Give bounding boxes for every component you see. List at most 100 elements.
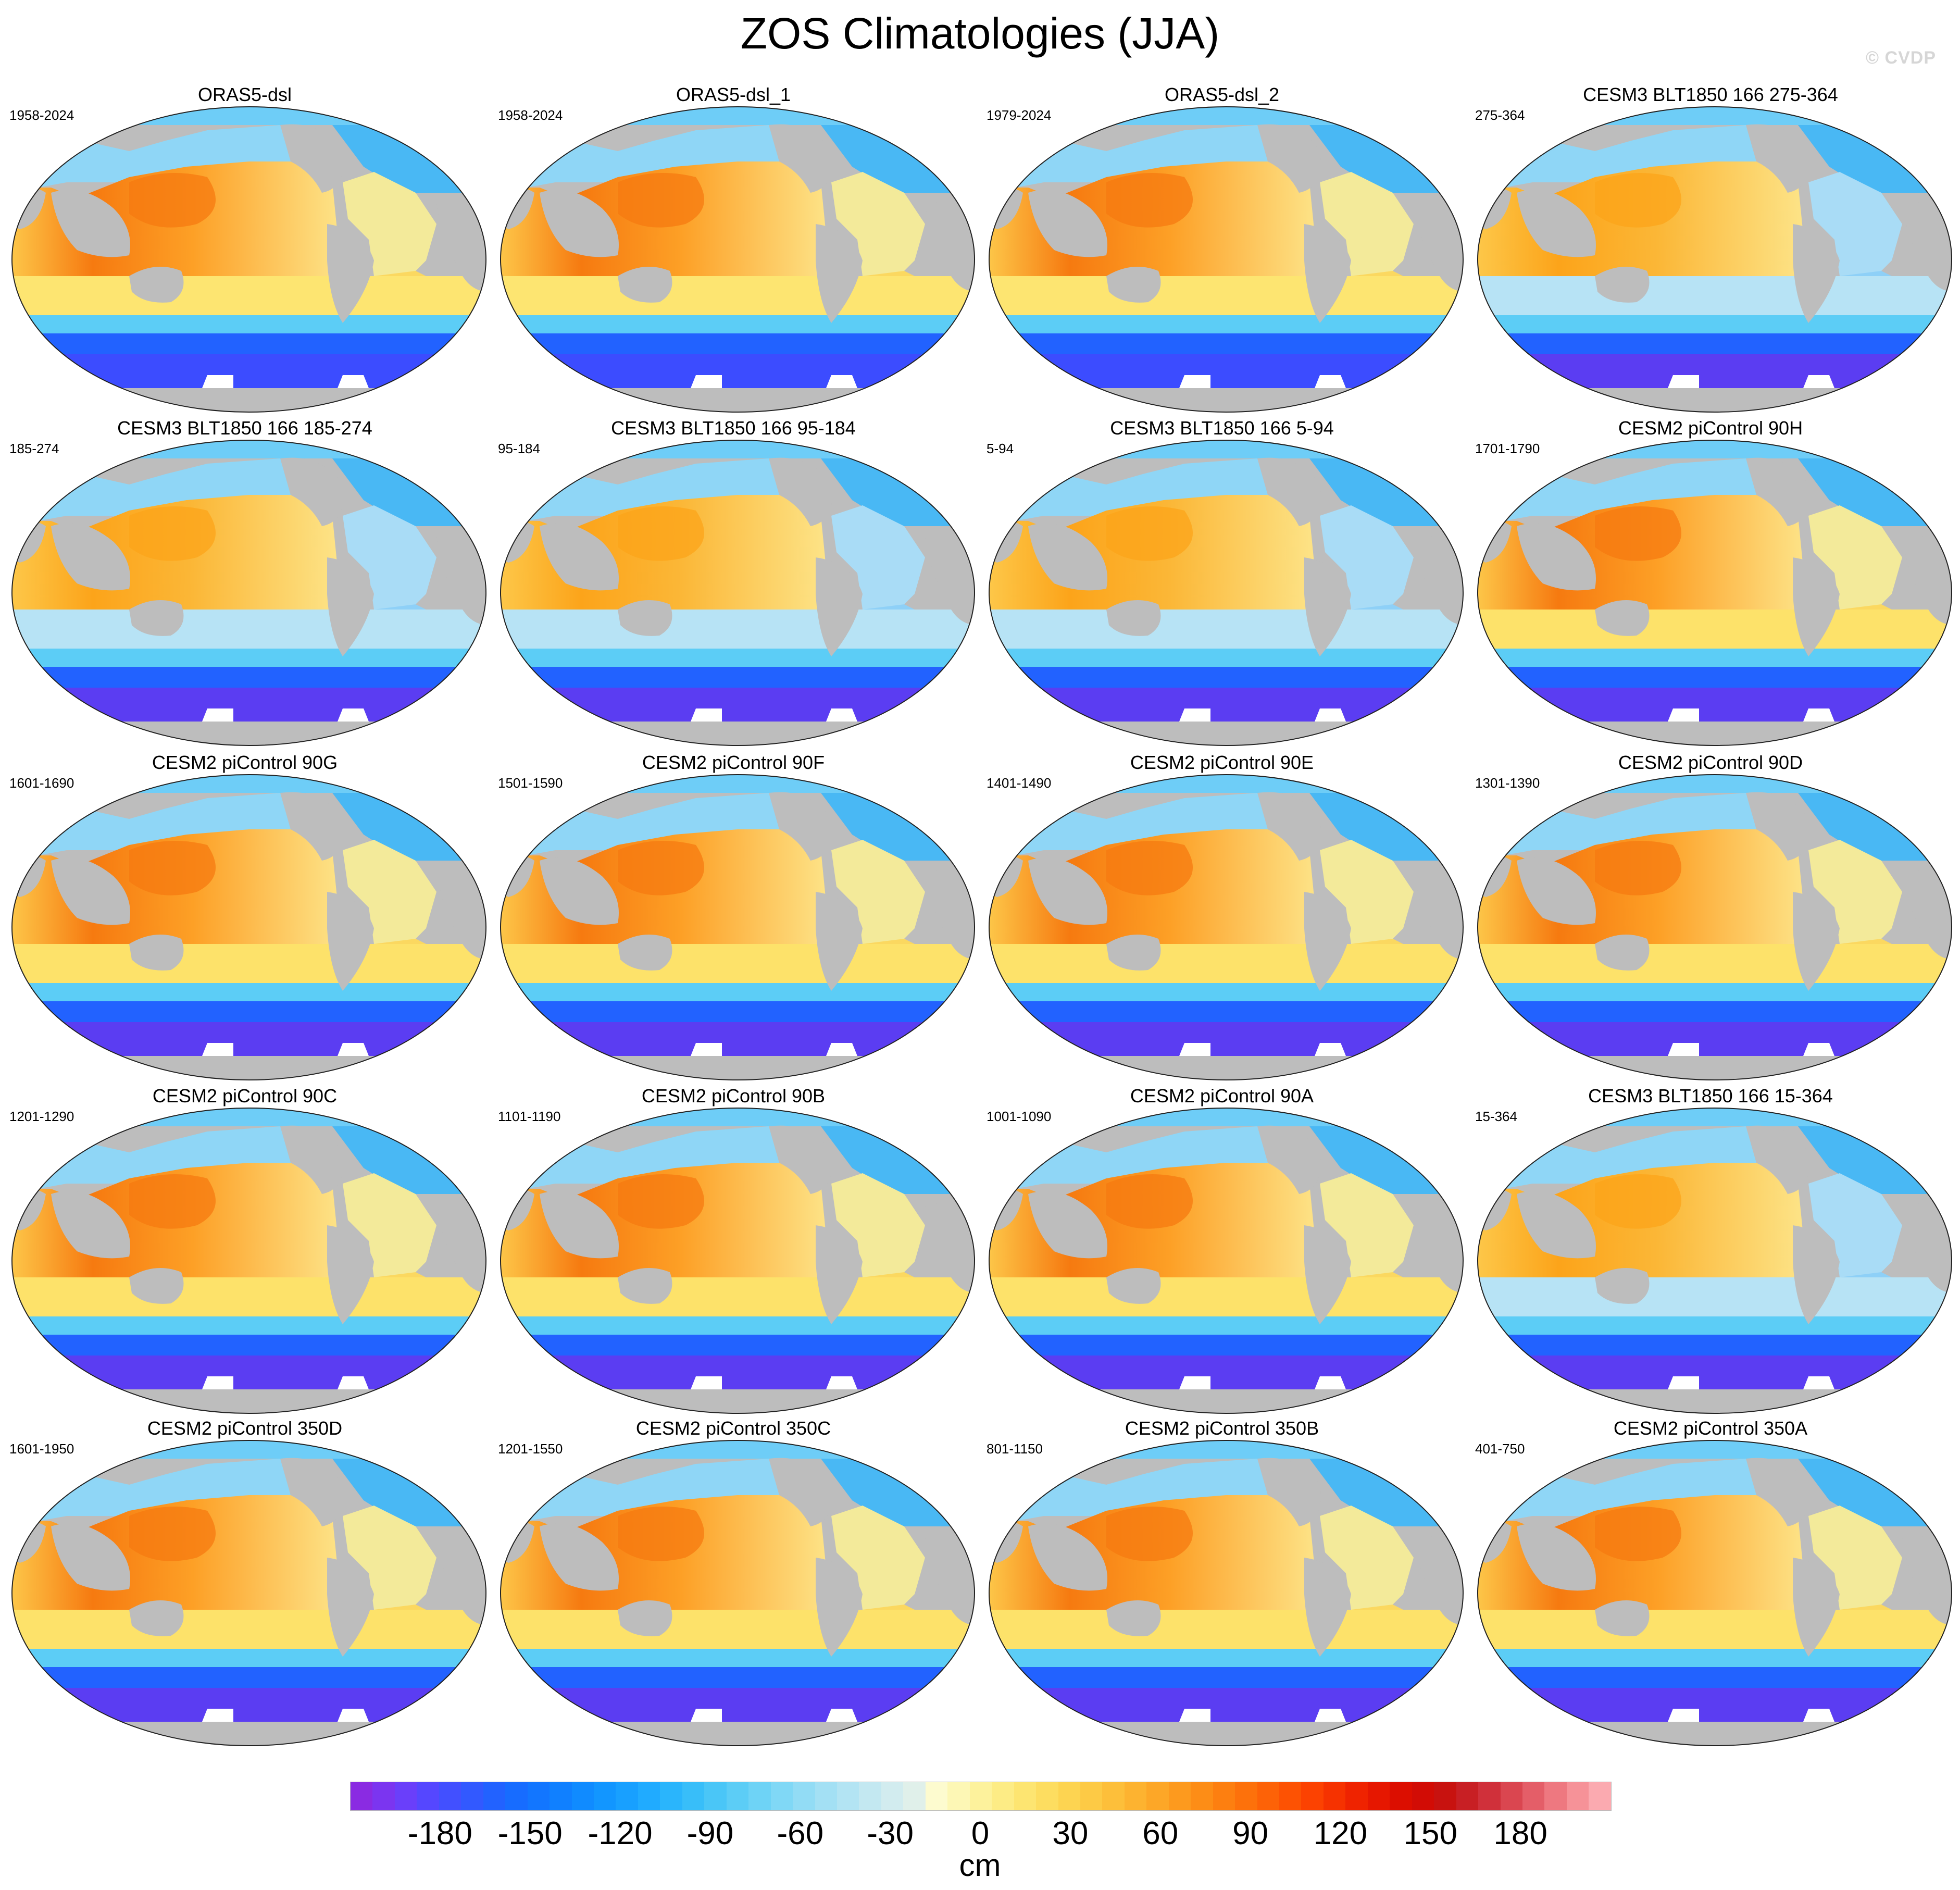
panel-period: 1401-1490 bbox=[987, 775, 1052, 791]
south-america-landmass bbox=[816, 892, 863, 991]
panel-period: 801-1150 bbox=[987, 1441, 1043, 1457]
kuroshio-high bbox=[129, 173, 216, 228]
zos-map bbox=[500, 440, 975, 746]
north-america-landmass bbox=[280, 1125, 344, 1194]
weddell-ice-shelf bbox=[1315, 708, 1346, 722]
map-border bbox=[989, 106, 1464, 413]
panel-period: 1001-1090 bbox=[987, 1109, 1052, 1124]
kuroshio-high bbox=[1106, 173, 1193, 228]
arctic-ocean bbox=[592, 107, 975, 125]
map-border bbox=[1477, 106, 1952, 413]
australia-landmass bbox=[618, 935, 672, 971]
cvdp-watermark: © CVDP bbox=[1866, 48, 1936, 68]
antarctic-margin bbox=[989, 1022, 1463, 1059]
panel-title: CESM3 BLT1850 166 275-364 bbox=[1583, 84, 1838, 105]
southern-ocean-front bbox=[989, 1316, 1463, 1337]
colorbar-segment bbox=[1323, 1782, 1346, 1810]
southern-ocean bbox=[12, 1001, 486, 1025]
colorbar-segment bbox=[1544, 1782, 1567, 1810]
colorbar-segment bbox=[1036, 1782, 1058, 1810]
southern-ocean-front bbox=[12, 983, 486, 1004]
south-america-landmass bbox=[1793, 892, 1840, 991]
ross-ice-shelf bbox=[1179, 1709, 1210, 1722]
north-america-landmass bbox=[1257, 1458, 1321, 1526]
southern-midlatitudes bbox=[989, 276, 1463, 318]
panel-period: 1201-1550 bbox=[498, 1441, 563, 1457]
panel-period: 15-364 bbox=[1475, 1109, 1517, 1124]
australia-landmass bbox=[1106, 267, 1161, 303]
antarctica-landmass bbox=[501, 1056, 975, 1080]
southern-ocean-front bbox=[989, 983, 1463, 1004]
colorbar-segment bbox=[1589, 1782, 1611, 1810]
colorbar-tick-label: -150 bbox=[497, 1816, 563, 1851]
panel-title: CESM2 piControl 90H bbox=[1618, 417, 1803, 439]
southern-ocean bbox=[501, 333, 975, 357]
colorbar-segment bbox=[593, 1782, 616, 1810]
southern-midlatitudes bbox=[501, 1610, 975, 1651]
atlantic-ocean bbox=[1808, 1506, 1902, 1615]
colorbar-segment bbox=[793, 1782, 815, 1810]
weddell-ice-shelf bbox=[338, 1043, 369, 1056]
weddell-ice-shelf bbox=[1315, 1376, 1346, 1389]
arctic-ocean bbox=[1080, 775, 1463, 793]
antarctic-margin bbox=[501, 1022, 975, 1059]
southern-ocean-front bbox=[1478, 1649, 1952, 1670]
north-america-landmass bbox=[1746, 792, 1809, 861]
weddell-ice-shelf bbox=[1803, 1376, 1834, 1389]
map-border bbox=[1477, 1440, 1952, 1746]
antarctica-landmass bbox=[1478, 1056, 1952, 1080]
zos-map bbox=[500, 106, 975, 413]
colorbar-tick-label: -60 bbox=[777, 1816, 824, 1851]
panel-title: CESM3 BLT1850 166 15-364 bbox=[1588, 1085, 1833, 1106]
antarctica-landmass bbox=[989, 722, 1463, 745]
colorbar-segment bbox=[394, 1782, 417, 1810]
southern-ocean bbox=[501, 667, 975, 690]
africa-landmass bbox=[436, 1536, 486, 1625]
arctic-ocean bbox=[1080, 1108, 1463, 1126]
antarctic-margin bbox=[1478, 1022, 1952, 1059]
panel-period: 1301-1390 bbox=[1475, 775, 1540, 791]
colorbar-segment bbox=[550, 1782, 572, 1810]
north-america-landmass bbox=[769, 1458, 832, 1526]
panel-period: 1601-1950 bbox=[9, 1441, 74, 1457]
colorbar-segment bbox=[1566, 1782, 1589, 1810]
colorbar-segment bbox=[1257, 1782, 1280, 1810]
southern-ocean-front bbox=[1478, 649, 1952, 669]
southern-ocean bbox=[501, 1335, 975, 1358]
weddell-ice-shelf bbox=[826, 1043, 857, 1056]
kuroshio-high bbox=[129, 841, 216, 896]
asia-landmass bbox=[1028, 1191, 1107, 1259]
zos-map bbox=[989, 774, 1464, 1080]
atlantic-ocean bbox=[1320, 172, 1414, 281]
south-america-landmass bbox=[1793, 224, 1840, 323]
colorbar-segment bbox=[351, 1782, 373, 1810]
colorbar-tick-label: 180 bbox=[1493, 1816, 1547, 1851]
colorbar-tick-label: 30 bbox=[1052, 1816, 1089, 1851]
panel-title: CESM2 piControl 350C bbox=[635, 1418, 831, 1439]
colorbar-segment bbox=[616, 1782, 638, 1810]
africa-landmass bbox=[436, 202, 486, 292]
australia-landmass bbox=[1595, 1600, 1650, 1636]
panel-period: 275-364 bbox=[1475, 107, 1525, 123]
atlantic-ocean bbox=[831, 505, 925, 615]
colorbar-tick-label: -120 bbox=[588, 1816, 653, 1851]
southern-ocean bbox=[1478, 1667, 1952, 1690]
africa-landmass bbox=[925, 1536, 975, 1625]
kuroshio-high bbox=[129, 1507, 216, 1561]
panel-title: CESM2 piControl 90C bbox=[152, 1085, 338, 1106]
africa-landmass bbox=[436, 1203, 486, 1293]
antarctica-landmass bbox=[12, 1389, 486, 1413]
panel-period: 5-94 bbox=[987, 441, 1014, 456]
zos-map bbox=[1477, 774, 1952, 1080]
ross-ice-shelf bbox=[1668, 708, 1699, 722]
kuroshio-high bbox=[129, 1174, 216, 1229]
panel-title: CESM2 piControl 90D bbox=[1618, 752, 1803, 773]
map-border bbox=[11, 774, 486, 1080]
atlantic-ocean bbox=[1320, 1506, 1414, 1615]
southern-ocean bbox=[501, 1001, 975, 1025]
panel-title: ORAS5-dsl bbox=[197, 84, 292, 105]
ross-ice-shelf bbox=[1179, 1043, 1210, 1056]
ross-ice-shelf bbox=[1179, 708, 1210, 722]
weddell-ice-shelf bbox=[826, 375, 857, 388]
southern-ocean bbox=[989, 1335, 1463, 1358]
